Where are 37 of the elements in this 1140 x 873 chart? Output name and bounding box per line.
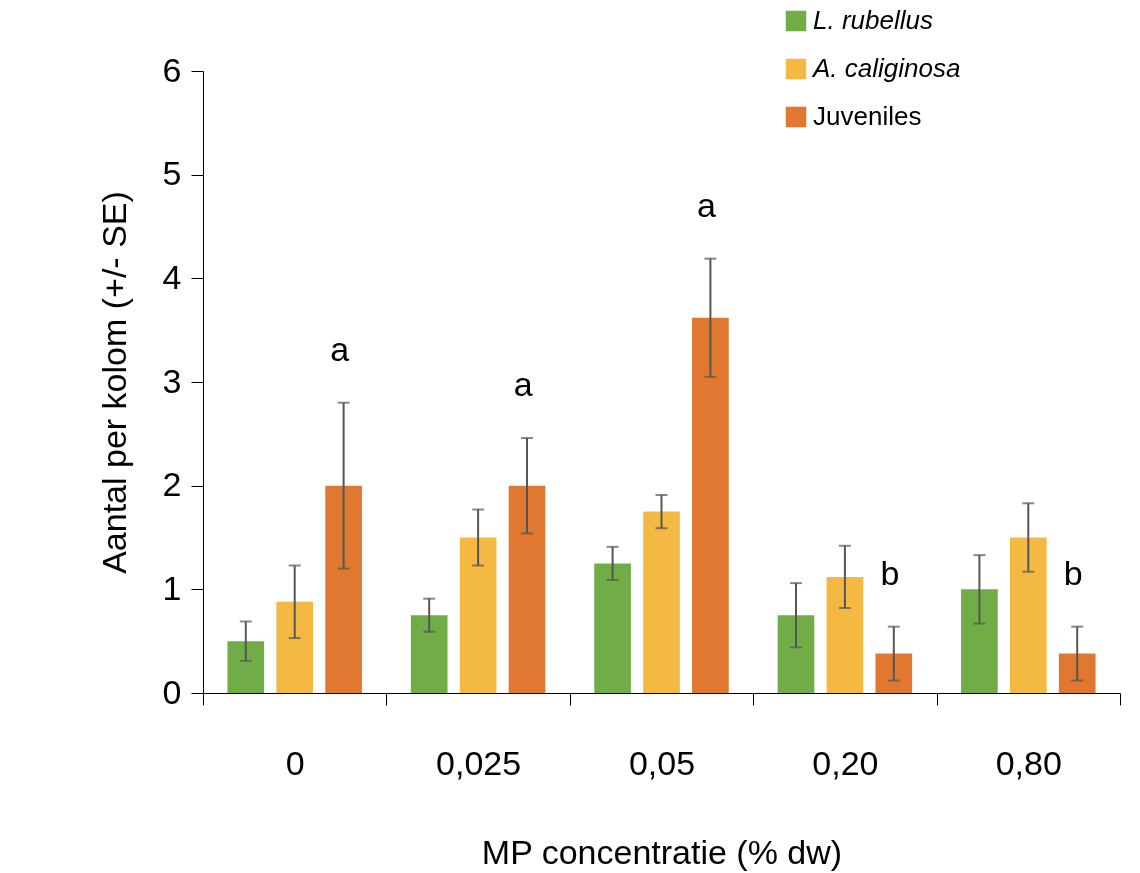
annotation: a	[330, 329, 350, 368]
legend-label: L. rubellus	[813, 5, 933, 35]
y-tick-label: 0	[162, 672, 182, 711]
y-tick-label: 5	[162, 154, 182, 193]
bar	[643, 511, 680, 693]
bar	[508, 485, 546, 693]
y-tick-label: 2	[162, 465, 182, 504]
x-axis-title: MP concentratie (% dw)	[481, 832, 843, 871]
annotation: a	[513, 365, 533, 404]
bar	[594, 563, 631, 693]
x-tick-label: 0,025	[436, 743, 522, 782]
bar	[777, 615, 815, 693]
bar	[961, 589, 998, 693]
x-tick-label: 0,05	[628, 743, 696, 782]
annotation: a	[697, 185, 717, 224]
y-tick-label: 3	[162, 361, 182, 400]
bar	[1009, 537, 1047, 693]
x-tick-label: 0,80	[995, 743, 1062, 782]
annotation: b	[1063, 553, 1083, 592]
bar	[826, 576, 864, 693]
bar	[1058, 653, 1096, 693]
y-tick-label: 4	[162, 257, 182, 296]
x-tick-label: 0,20	[812, 743, 879, 782]
legend-label: Juveniles	[813, 101, 922, 131]
y-tick-label: 1	[162, 568, 182, 607]
bar	[227, 641, 265, 693]
bar	[875, 653, 913, 693]
bar	[325, 485, 362, 693]
bar	[459, 537, 497, 693]
y-tick-label: 6	[162, 50, 182, 89]
legend-label: A. caliginosa	[811, 53, 961, 83]
annotation: b	[880, 553, 900, 592]
y-axis-title: Aantal per kolom (+/- SE)	[94, 191, 133, 574]
bar	[410, 615, 448, 693]
bar	[276, 601, 314, 693]
x-tick-label: 0	[285, 743, 305, 782]
bar	[692, 317, 729, 693]
